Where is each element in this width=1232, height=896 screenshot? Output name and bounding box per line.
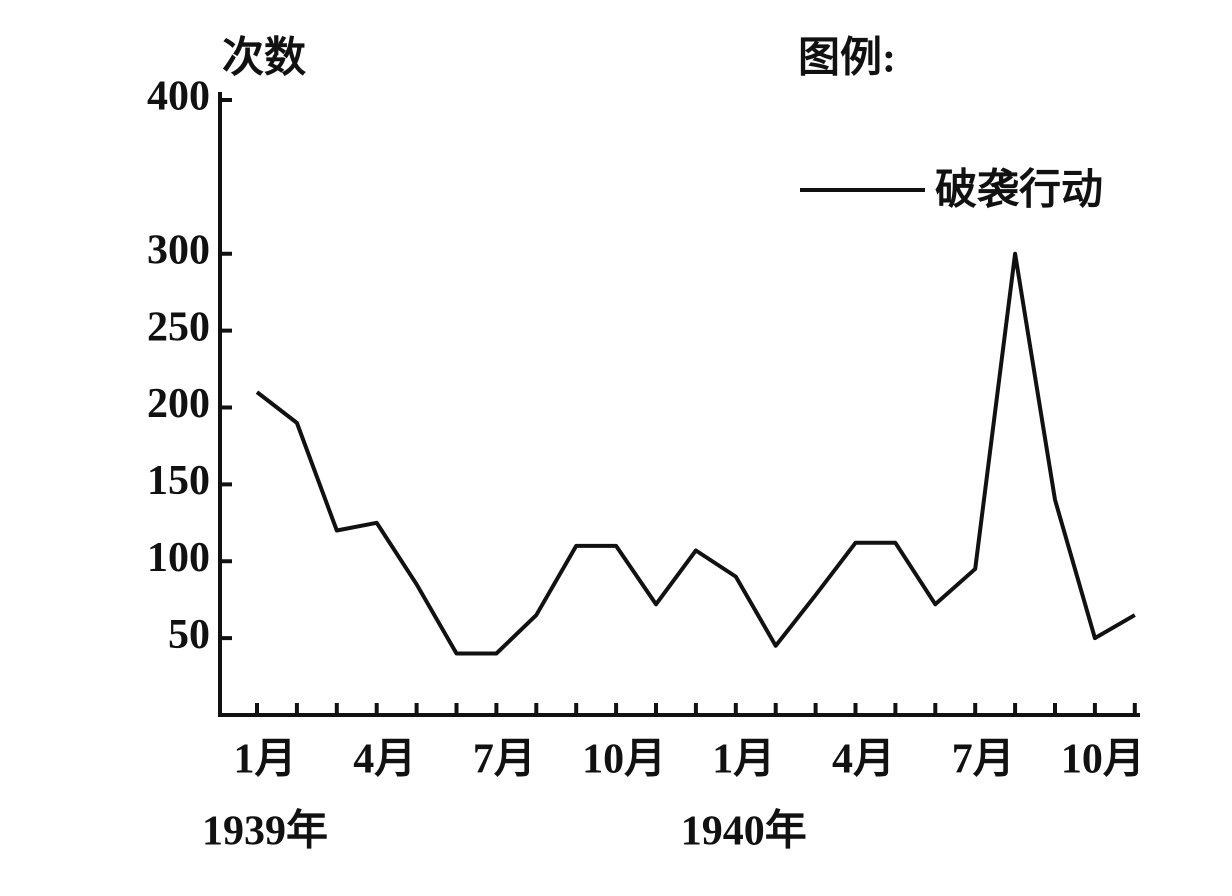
x-tick-label: 4月 <box>353 737 416 783</box>
y-tick-label: 250 <box>147 304 210 350</box>
year-label: 1939年 <box>202 808 328 855</box>
x-tick-label: 1月 <box>233 737 296 783</box>
x-tick-label: 10月 <box>582 737 666 783</box>
x-tick-label: 7月 <box>952 737 1015 783</box>
data-line <box>255 251 1136 656</box>
x-tick-label: 4月 <box>832 737 895 783</box>
legend-label: 破袭行动 <box>935 167 1103 214</box>
y-axis-label: 次数 <box>222 35 306 82</box>
y-tick-label: 50 <box>168 612 210 658</box>
x-tick-label: 1月 <box>712 737 775 783</box>
axis-line <box>218 92 1140 717</box>
y-tick-label: 100 <box>147 535 210 581</box>
x-tick-label: 10月 <box>1061 737 1145 783</box>
y-tick-label: 400 <box>147 74 210 120</box>
legend-title: 图例: <box>798 35 896 82</box>
x-tick-label: 7月 <box>473 737 536 783</box>
y-tick-label: 200 <box>147 381 210 427</box>
y-tick-label: 150 <box>147 458 210 504</box>
year-label: 1940年 <box>681 808 807 855</box>
y-tick-label: 300 <box>147 227 210 273</box>
